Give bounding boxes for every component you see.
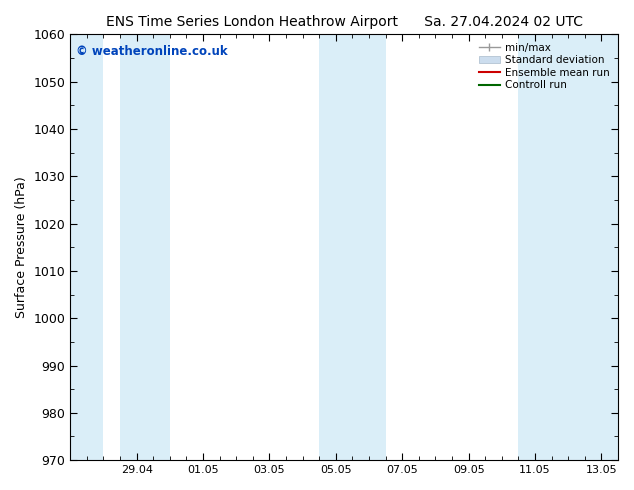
Legend: min/max, Standard deviation, Ensemble mean run, Controll run: min/max, Standard deviation, Ensemble me… — [476, 40, 613, 94]
Y-axis label: Surface Pressure (hPa): Surface Pressure (hPa) — [15, 176, 28, 318]
Bar — [519, 34, 618, 460]
Bar — [70, 34, 103, 460]
Bar — [320, 34, 385, 460]
Text: © weatheronline.co.uk: © weatheronline.co.uk — [76, 45, 228, 58]
Bar — [120, 34, 170, 460]
Title: ENS Time Series London Heathrow Airport      Sa. 27.04.2024 02 UTC: ENS Time Series London Heathrow Airport … — [106, 15, 583, 29]
